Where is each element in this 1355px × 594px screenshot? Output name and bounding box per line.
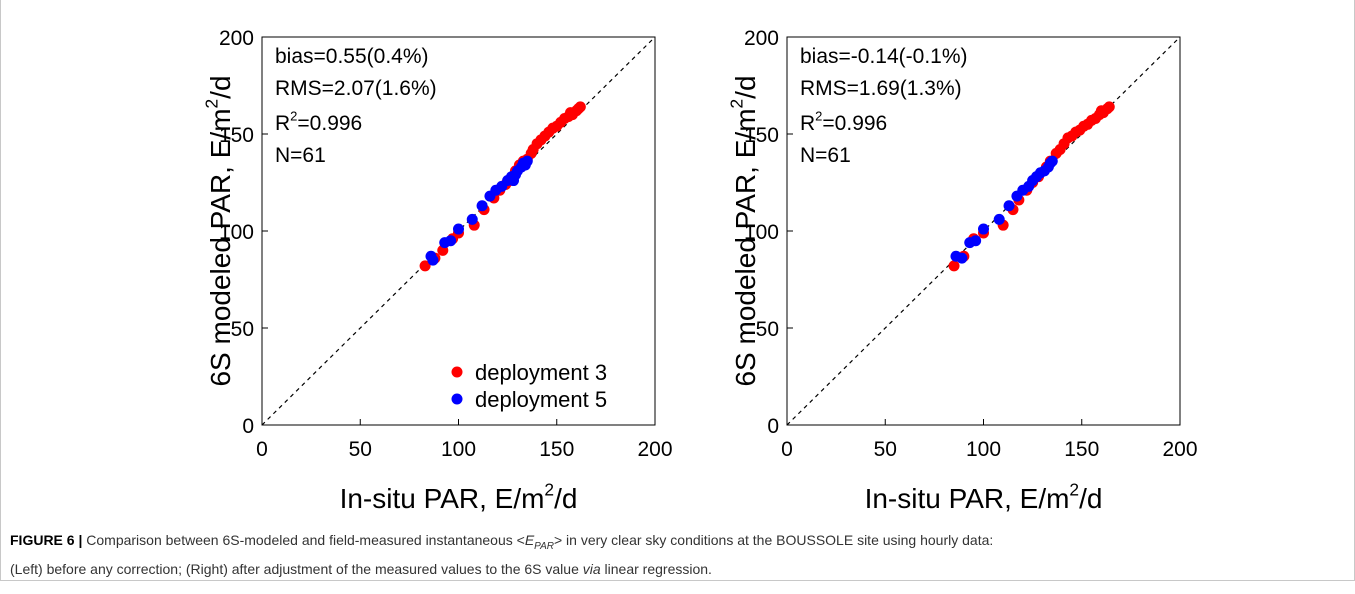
x-tick-label: 150 [1064,438,1099,461]
x-tick-label: 50 [874,438,897,461]
text-part: In-situ PAR, E/m [340,483,545,514]
point [476,200,488,212]
y-tick-label: 200 [744,27,779,50]
text-part: In-situ PAR, E/m [865,483,1070,514]
superscript: 2 [815,109,822,124]
caption-part: linear regression. [600,560,712,577]
x-tick-label: 200 [1162,438,1197,461]
text-part: RMS=1.69(1.3%) [800,77,962,100]
y-tick-label: 0 [242,415,254,438]
annotation: R2=0.996 [275,109,362,135]
annotation: RMS=2.07(1.6%) [275,77,437,100]
y-tick-label: 50 [231,318,254,341]
text-part: /d [554,483,577,514]
y-axis-title: 6S modeled PAR, E/m2/d [201,75,236,386]
caption-part: (Left) before any correction; (Right) af… [10,560,583,577]
point [993,213,1005,225]
point [574,101,586,113]
x-tick-label: 150 [539,438,574,461]
text-part: N=61 [275,144,326,167]
annotation: bias=0.55(0.4%) [275,45,429,68]
x-tick-label: 100 [966,438,1001,461]
x-tick-label: 0 [781,438,793,461]
point [978,223,989,235]
point [453,223,464,235]
annotation: bias=-0.14(-0.1%) [800,45,968,68]
caption-part: > in very clear sky conditions at the BO… [553,532,994,548]
caption-line: (Left) before any correction; (Right) af… [10,558,993,581]
y-axis-title: 6S modeled PAR, E/m2/d [726,75,761,386]
superscript: 2 [1069,479,1079,499]
point [956,252,968,264]
superscript: 2 [544,479,554,499]
legend-label: deployment 5 [475,387,607,412]
text-part: 6S modeled PAR, E/m [205,108,236,386]
annotation: N=61 [275,144,326,167]
point [427,254,439,266]
point [970,235,982,247]
text-part: /d [1079,483,1102,514]
caption-part: via [582,560,601,577]
legend-label: deployment 3 [475,360,607,385]
x-tick-label: 0 [256,438,268,461]
y-tick-label: 0 [767,415,779,438]
text-part: RMS=2.07(1.6%) [275,77,437,100]
point [948,260,960,272]
point [517,157,529,169]
annotation: R2=0.996 [800,109,887,135]
point [1003,200,1015,212]
x-axis-title: In-situ PAR, E/m2/d [340,479,578,514]
y-tick-label: 100 [219,221,254,244]
text-part: =0.996 [822,112,887,135]
point [1095,105,1107,117]
text-part: bias=-0.14(-0.1%) [800,45,968,68]
y-tick-label: 200 [219,27,254,50]
x-axis-title: In-situ PAR, E/m2/d [865,479,1103,514]
point [565,107,577,119]
text-part: /d [730,75,761,98]
y-tick-label: 100 [744,221,779,244]
legend-marker [451,366,463,378]
annotation: RMS=1.69(1.3%) [800,77,962,100]
text-part: bias=0.55(0.4%) [275,45,429,68]
superscript: 2 [201,99,221,109]
text-part: =0.996 [297,112,362,135]
x-tick-label: 100 [441,438,476,461]
annotation: N=61 [800,144,851,167]
y-tick-label: 150 [219,124,254,147]
x-tick-label: 200 [637,438,672,461]
superscript: 2 [726,99,746,109]
caption-part: E [524,532,535,548]
caption-part: FIGURE 6 | [10,532,83,548]
point [466,213,478,225]
y-tick-label: 150 [744,124,779,147]
legend-marker [451,393,463,405]
y-tick-label: 50 [756,318,779,341]
x-tick-label: 50 [349,438,372,461]
point [1046,155,1058,167]
caption-line: FIGURE 6 | Comparison between 6S-modeled… [10,529,993,558]
text-part: /d [205,75,236,98]
text-part: R [800,112,815,135]
caption: FIGURE 6 | Comparison between 6S-modeled… [10,529,993,581]
caption-part: PAR [534,540,554,552]
caption-part: Comparison between 6S-modeled and field-… [82,532,525,548]
text-part: R [275,112,290,135]
superscript: 2 [290,109,297,124]
text-part: 6S modeled PAR, E/m [730,108,761,386]
point [508,175,520,187]
point [419,260,431,272]
text-part: N=61 [800,144,851,167]
point [445,235,457,247]
